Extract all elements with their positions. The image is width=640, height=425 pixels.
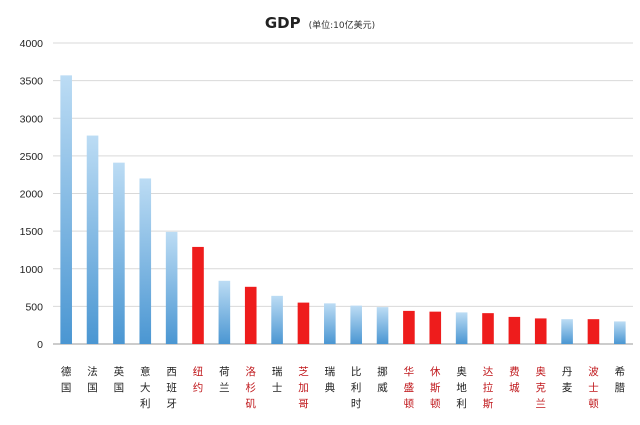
x-tick-label: 丹麦 <box>562 366 573 394</box>
bar <box>218 280 231 344</box>
bar <box>139 178 152 344</box>
bar <box>429 311 442 344</box>
chart-title: GDP <box>264 14 301 32</box>
bar <box>165 231 178 344</box>
y-tick-label: 2500 <box>20 151 44 163</box>
x-tick-label: 比利时 <box>351 365 362 410</box>
x-tick-label: 西班牙 <box>166 366 177 410</box>
bar <box>455 312 468 344</box>
x-tick-label: 华盛顿 <box>404 365 415 410</box>
y-tick-label: 0 <box>37 339 43 351</box>
bar <box>271 295 283 344</box>
x-tick-label: 挪威 <box>377 365 388 394</box>
x-tick-label: 休斯顿 <box>430 366 441 410</box>
bar <box>376 307 389 344</box>
x-tick-label: 瑞典 <box>325 366 336 394</box>
y-tick-label: 3500 <box>20 76 44 88</box>
y-tick-label: 1000 <box>20 264 44 276</box>
x-tick-label: 费城 <box>509 365 520 394</box>
x-tick-label: 意大利 <box>140 365 151 410</box>
bar <box>534 318 547 344</box>
x-tick-label: 希腊 <box>615 365 626 394</box>
x-tick-label: 瑞士 <box>272 366 283 394</box>
x-tick-label: 芝加哥 <box>298 365 309 410</box>
bar <box>508 316 521 344</box>
y-tick-label: 4000 <box>20 38 44 50</box>
bar <box>403 310 415 344</box>
chart-subtitle: (单位:10亿美元) <box>308 21 376 31</box>
x-tick-label: 纽约 <box>193 365 204 394</box>
bar <box>297 302 310 344</box>
y-tick-label: 500 <box>25 301 43 313</box>
bar <box>614 321 626 344</box>
x-tick-label: 达拉斯 <box>483 366 494 410</box>
x-tick-label: 奥地利 <box>456 365 467 410</box>
y-tick-label: 1500 <box>20 226 44 238</box>
y-axis: 0 500 1000 1500 2000 2500 3000 3500 4000 <box>20 38 44 351</box>
bar <box>86 135 99 344</box>
bar <box>482 313 494 344</box>
bar <box>60 75 72 345</box>
chart-title-block: GDP (单位:10亿美元) <box>0 14 640 33</box>
x-tick-label: 奥克兰 <box>535 365 546 410</box>
x-tick-label: 荷兰 <box>219 366 230 394</box>
bar <box>561 319 573 344</box>
bar <box>587 319 600 344</box>
x-tick-label: 波士顿 <box>588 365 599 410</box>
x-tick-label: 法国 <box>87 365 98 394</box>
bar <box>244 286 257 344</box>
x-tick-label: 德国 <box>61 365 72 394</box>
x-tick-label: 英国 <box>114 365 125 394</box>
y-tick-label: 2000 <box>20 189 44 201</box>
bar <box>113 162 125 344</box>
y-tick-label: 3000 <box>20 113 44 125</box>
x-tick-label: 洛杉矶 <box>245 365 256 410</box>
bar <box>192 246 204 344</box>
bars <box>60 75 626 345</box>
bar <box>324 303 336 344</box>
bar <box>350 305 362 344</box>
